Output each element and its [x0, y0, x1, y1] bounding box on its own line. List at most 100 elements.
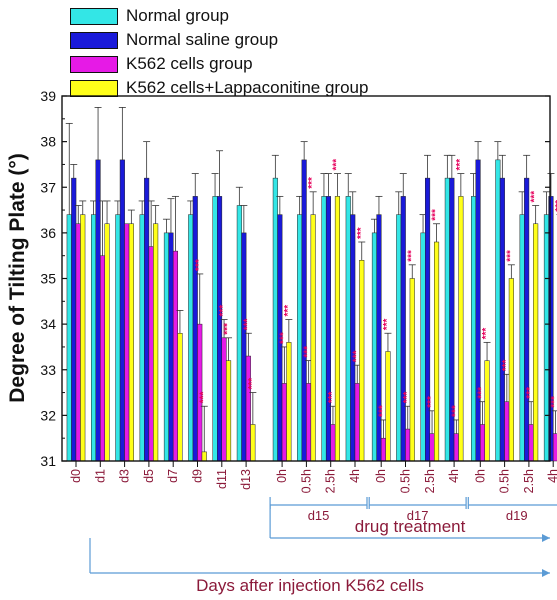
x-tick-label: 4h [348, 469, 362, 483]
bar [345, 196, 351, 462]
bar [188, 214, 194, 462]
bar [241, 232, 247, 462]
bar [226, 360, 232, 462]
y-tick-label: 39 [40, 88, 56, 104]
legend-label-normal: Normal group [126, 6, 229, 25]
x-tick-label: 0h [374, 469, 388, 483]
bar [376, 214, 382, 462]
significance-marker: *** [501, 360, 512, 372]
bar [100, 255, 106, 462]
significance-marker: *** [505, 250, 516, 262]
bar [396, 214, 402, 462]
y-tick-label: 35 [40, 271, 56, 287]
legend-item-k562: K562 cells group [70, 52, 368, 76]
legend-item-normal: Normal group [70, 4, 368, 28]
bar [80, 214, 86, 462]
x-tick-label: 2.5h [324, 469, 338, 493]
y-tick-label: 32 [40, 407, 56, 423]
bar [177, 333, 183, 462]
drug-bracket-arrow [542, 534, 550, 542]
bar [321, 196, 327, 462]
bar [453, 433, 459, 462]
x-tick-label: d7 [166, 469, 180, 483]
bar [475, 159, 481, 462]
significance-marker: *** [351, 350, 362, 362]
bar [95, 159, 101, 462]
bar [104, 223, 110, 462]
significance-marker: *** [307, 177, 318, 189]
x-tick-label: 0.5h [498, 469, 512, 493]
drug-treatment-label: drug treatment [355, 517, 466, 536]
significance-marker: *** [303, 346, 314, 358]
significance-marker: *** [356, 227, 367, 239]
x-axis-label: Days after injection K562 cells [196, 576, 424, 595]
bar [221, 337, 227, 462]
bar [552, 433, 557, 462]
bar [144, 177, 150, 462]
bar [297, 214, 303, 462]
bar [119, 159, 125, 462]
bar [163, 232, 169, 462]
bar [71, 177, 77, 462]
legend-label-lappaconitine: K562 cells+Lappaconitine group [126, 78, 369, 97]
x-tick-label: d11 [215, 469, 229, 489]
x-tick-label: 0h [473, 469, 487, 483]
significance-marker: *** [218, 305, 229, 317]
significance-marker: *** [198, 391, 209, 403]
x-tick-label: 2.5h [522, 469, 536, 493]
x-tick-label: 4h [546, 469, 557, 483]
group-label: d19 [506, 508, 528, 523]
bar [310, 214, 316, 462]
bar [325, 196, 331, 462]
significance-marker: *** [194, 259, 205, 271]
x-tick-label: d3 [118, 469, 132, 483]
legend-swatch-k562 [70, 55, 118, 73]
x-tick-label: 4h [447, 469, 461, 483]
bar [533, 223, 539, 462]
bar [425, 177, 431, 462]
x-tick-label: 0h [275, 469, 289, 483]
significance-marker: *** [382, 318, 393, 330]
x-tick-label: 0.5h [399, 469, 413, 493]
significance-marker: *** [402, 391, 413, 403]
bar [124, 223, 130, 462]
legend-swatch-saline [70, 31, 118, 49]
bar [245, 355, 251, 462]
y-tick-label: 36 [40, 225, 56, 241]
bar [139, 214, 145, 462]
bar [192, 196, 198, 462]
bar [350, 214, 356, 462]
y-axis-label: Degree of Tilting Plate (°) [6, 153, 29, 403]
bar [115, 214, 121, 462]
significance-marker: *** [426, 396, 437, 408]
significance-marker: *** [406, 250, 417, 262]
significance-marker: *** [450, 405, 461, 417]
significance-marker: *** [549, 396, 557, 408]
group-label: d17 [407, 508, 429, 523]
bar [236, 205, 242, 462]
bar [148, 246, 154, 462]
bar [153, 223, 159, 462]
bar [250, 424, 256, 462]
x-tick-label: 2.5h [423, 469, 437, 493]
bar [75, 223, 81, 462]
bar [499, 177, 505, 462]
bar [434, 241, 440, 462]
y-tick-label: 38 [40, 134, 56, 150]
bar [504, 401, 510, 462]
bar [444, 177, 450, 462]
significance-marker: *** [242, 318, 253, 330]
y-tick-label: 33 [40, 362, 56, 378]
significance-marker: *** [554, 200, 557, 212]
days-bracket-arrow [542, 569, 550, 577]
chart-legend: Normal group Normal saline group K562 ce… [70, 4, 368, 100]
significance-marker: *** [455, 159, 466, 171]
significance-marker: *** [327, 391, 338, 403]
significance-marker: *** [247, 378, 258, 390]
bar [484, 360, 490, 462]
significance-marker: *** [481, 328, 492, 340]
bar [380, 437, 386, 462]
bar [212, 196, 218, 462]
bar [420, 232, 426, 462]
